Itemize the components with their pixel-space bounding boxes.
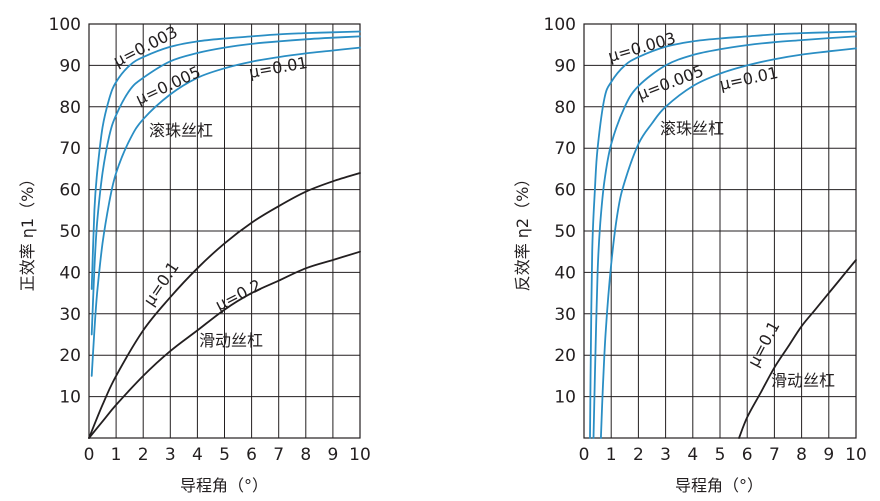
- y-tick-label: 60: [554, 181, 576, 201]
- y-axis-label: 正效率 η1（%）: [18, 171, 37, 292]
- x-tick-label: 0: [579, 445, 590, 465]
- x-tick-label: 6: [246, 445, 257, 465]
- label-slide-screw: 滑动丝杠: [771, 371, 835, 390]
- series-line-02: [88, 250, 361, 439]
- x-tick-label: 10: [845, 445, 867, 465]
- y-tick-label: 90: [554, 56, 576, 76]
- x-tick-label: 4: [192, 445, 203, 465]
- x-tick-label: 1: [606, 445, 617, 465]
- series-line-01: [738, 259, 857, 439]
- plot-frame: [88, 23, 361, 439]
- series-line-001: [600, 47, 857, 439]
- label-mu-001: μ=0.01: [718, 63, 780, 94]
- y-tick-label: 100: [544, 15, 576, 35]
- y-tick-label: 50: [59, 222, 81, 242]
- y-tick-label: 40: [554, 263, 576, 283]
- x-tick-label: 0: [84, 445, 95, 465]
- y-tick-label: 70: [59, 139, 81, 159]
- y-tick-label: 30: [554, 305, 576, 325]
- series-line-0005: [90, 35, 361, 336]
- x-tick-label: 10: [349, 445, 371, 465]
- x-tick-label: 7: [769, 445, 780, 465]
- x-tick-label: 9: [327, 445, 338, 465]
- label-mu-02: μ=0.2: [212, 275, 264, 314]
- series-line-0003: [90, 30, 361, 290]
- label-mu-0005: μ=0.005: [635, 61, 707, 104]
- y-tick-label: 40: [59, 263, 81, 283]
- series-line-0003: [589, 30, 857, 439]
- y-tick-label: 20: [59, 346, 81, 366]
- x-tick-label: 1: [111, 445, 122, 465]
- x-tick-label: 3: [165, 445, 176, 465]
- x-tick-label: 7: [273, 445, 284, 465]
- x-tick-label: 5: [219, 445, 230, 465]
- x-tick-label: 3: [660, 445, 671, 465]
- plot-frame: [583, 23, 857, 439]
- series-line-001: [90, 46, 361, 377]
- label-ball-screw: 滚珠丝杠: [660, 119, 724, 138]
- series-line-0005: [592, 35, 857, 439]
- y-tick-label: 80: [59, 98, 81, 118]
- x-tick-label: 4: [687, 445, 698, 465]
- y-tick-label: 70: [554, 139, 576, 159]
- label-mu-0003: μ=0.003: [606, 28, 678, 65]
- label-ball-screw: 滚珠丝杠: [149, 121, 213, 140]
- x-tick-label: 2: [633, 445, 644, 465]
- y-axis-label: 反效率 η2（%）: [513, 171, 532, 292]
- y-tick-label: 60: [59, 181, 81, 201]
- y-tick-label: 50: [554, 222, 576, 242]
- x-tick-label: 8: [300, 445, 311, 465]
- x-tick-label: 6: [742, 445, 753, 465]
- x-tick-label: 2: [138, 445, 149, 465]
- x-axis-label: 导程角（°）: [180, 476, 268, 495]
- x-tick-label: 5: [715, 445, 726, 465]
- x-tick-label: 8: [796, 445, 807, 465]
- x-tick-label: 9: [823, 445, 834, 465]
- y-tick-label: 30: [59, 305, 81, 325]
- y-tick-label: 90: [59, 56, 81, 76]
- y-tick-label: 10: [59, 388, 81, 408]
- forward-efficiency-chart: 10 20 30 40 50 60 70 80 90 100 0 1 2 3 4 5 6 7 8 9 10 正效率 η…: [18, 15, 371, 495]
- y-tick-label: 10: [554, 388, 576, 408]
- label-slide-screw: 滑动丝杠: [199, 331, 263, 350]
- series-line-01: [88, 172, 361, 439]
- y-tick-label: 80: [554, 98, 576, 118]
- y-tick-label: 20: [554, 346, 576, 366]
- label-mu-01: μ=0.1: [140, 258, 183, 309]
- y-tick-label: 100: [49, 15, 81, 35]
- x-axis-label: 导程角（°）: [675, 476, 763, 495]
- reverse-efficiency-chart: 10 20 30 40 50 60 70 80 90 100 0 1 2 3 4 5 6 7 8 9 10 反效率 η…: [513, 15, 867, 495]
